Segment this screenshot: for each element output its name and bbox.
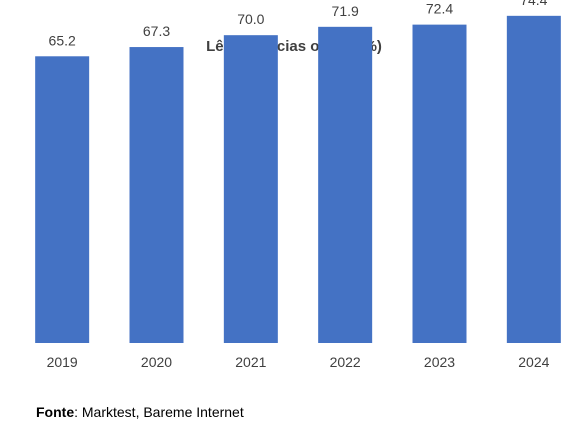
data-label-2019: 65.2 bbox=[49, 32, 76, 48]
x-tick-2024: 2024 bbox=[518, 354, 549, 370]
data-label-2020: 67.3 bbox=[143, 23, 170, 39]
x-tick-2021: 2021 bbox=[235, 354, 266, 370]
x-tick-2020: 2020 bbox=[141, 354, 172, 370]
bar-2020 bbox=[129, 47, 184, 344]
bar-2022 bbox=[318, 26, 373, 343]
source-text: : Marktest, Bareme Internet bbox=[74, 404, 244, 420]
bars-group bbox=[35, 15, 561, 344]
x-tick-2022: 2022 bbox=[330, 354, 361, 370]
data-label-2024: 74.4 bbox=[520, 0, 547, 8]
bar-2019 bbox=[35, 56, 90, 344]
bar-2023 bbox=[412, 24, 467, 343]
x-tick-2023: 2023 bbox=[424, 354, 455, 370]
x-tick-2019: 2019 bbox=[47, 354, 78, 370]
x-axis-ticks: 2019 2020 2021 2022 2023 2024 bbox=[47, 354, 550, 370]
source-label: Fonte bbox=[36, 404, 75, 420]
source-note: Fonte: Marktest, Bareme Internet bbox=[36, 404, 244, 420]
data-label-2021: 70.0 bbox=[237, 11, 264, 27]
data-label-2023: 72.4 bbox=[426, 1, 453, 17]
data-label-2022: 71.9 bbox=[332, 3, 359, 19]
bar-2024 bbox=[506, 15, 561, 343]
data-labels-group: 65.2 67.3 70.0 71.9 72.4 74.4 bbox=[49, 0, 548, 48]
bar-2021 bbox=[223, 35, 278, 344]
